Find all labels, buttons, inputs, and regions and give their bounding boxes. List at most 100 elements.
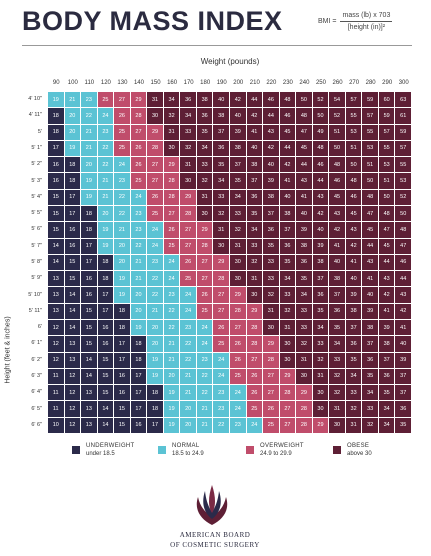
bmi-cell: 15: [114, 401, 131, 418]
bmi-cell: 20: [64, 108, 82, 125]
bmi-cell: 38: [196, 92, 214, 109]
weight-tick-label: 230: [282, 80, 293, 86]
bmi-cell: 22: [163, 320, 181, 337]
bmi-cell: 39: [345, 287, 363, 304]
bmi-cell: 41: [362, 271, 379, 288]
bmi-cell: 33: [180, 124, 197, 141]
bmi-cell: 48: [329, 157, 346, 174]
bmi-cell: 13: [64, 336, 82, 353]
bmi-cell: 35: [279, 254, 297, 272]
bmi-cell: 36: [196, 108, 214, 125]
bmi-cell: 12: [64, 417, 82, 434]
bmi-cell: 46: [345, 189, 363, 206]
bmi-cell: 22: [196, 368, 214, 386]
bmi-cell: 59: [362, 92, 379, 109]
bmi-cell: 53: [378, 157, 396, 174]
bmi-cell: 24: [196, 320, 214, 337]
weight-tick-label: 300: [398, 80, 409, 86]
weight-tick-label: 150: [150, 80, 161, 86]
bmi-cell: 24: [213, 352, 230, 369]
bmi-cell: 28: [296, 417, 313, 434]
bmi-cell: 22: [213, 417, 230, 434]
bmi-cell: 55: [362, 124, 379, 141]
bmi-cell: 42: [312, 206, 330, 223]
bmi-cell: 15: [64, 254, 82, 272]
bmi-cell: 27: [263, 385, 280, 402]
bmi-cell: 17: [97, 287, 115, 304]
bmi-cell: 38: [329, 271, 346, 288]
bmi-cell: 57: [395, 140, 412, 158]
bmi-cell: 18: [147, 385, 164, 402]
legend-item-underweight: UNDERWEIGHT under 18.5: [72, 442, 135, 458]
bmi-cell: 23: [196, 352, 214, 369]
bmi-cell: 31: [312, 368, 330, 386]
bmi-cell: 18: [97, 271, 115, 288]
bmi-heatmap: 19 21 23 25 27 29 31 34 36 38 40 42 44 46 48 50 52 54 57 59…: [48, 92, 412, 434]
bmi-cell: 32: [296, 336, 313, 353]
bmi-cell: 48: [296, 108, 313, 125]
weight-tick-label: 270: [349, 80, 360, 86]
bmi-cell: 12: [64, 385, 82, 402]
bmi-cell: 61: [395, 108, 412, 125]
bmi-cell: 40: [329, 254, 346, 272]
bmi-cell: 33: [213, 189, 230, 206]
bmi-cell: 23: [180, 320, 197, 337]
bmi-cell: 34: [180, 108, 197, 125]
bmi-cell: 37: [263, 206, 280, 223]
bmi-cell: 44: [395, 271, 412, 288]
bmi-cell: 26: [130, 140, 148, 158]
bmi-cell: 42: [345, 238, 363, 255]
height-tick-label: 5' 3": [31, 177, 42, 184]
bmi-cell: 21: [81, 124, 98, 141]
bmi-cell: 24: [180, 287, 197, 304]
bmi-cell: 17: [114, 336, 131, 353]
bmi-cell: 33: [362, 401, 379, 418]
bmi-cell: 32: [279, 303, 297, 320]
bmi-cell: 37: [345, 320, 363, 337]
bmi-cell: 41: [296, 189, 313, 206]
bmi-cell: 19: [48, 92, 65, 109]
height-tick-label: 5' 2": [31, 161, 42, 168]
bmi-cell: 37: [213, 124, 230, 141]
bmi-cell: 16: [48, 157, 65, 174]
bmi-cell: 32: [246, 254, 264, 272]
legend-category-range: under 18.5: [86, 451, 115, 457]
bmi-cell: 23: [163, 287, 181, 304]
bmi-cell: 43: [362, 254, 379, 272]
bmi-cell: 34: [312, 320, 330, 337]
bmi-cell: 28: [163, 173, 181, 190]
bmi-cell: 27: [196, 271, 214, 288]
bmi-cell: 24: [246, 417, 264, 434]
bmi-cell: 51: [329, 124, 346, 141]
legend-category-name: NORMAL: [172, 443, 200, 449]
bmi-cell: 33: [263, 271, 280, 288]
bmi-cell: 43: [312, 189, 330, 206]
bmi-cell: 29: [130, 92, 148, 109]
weight-tick-label: 170: [183, 80, 194, 86]
bmi-cell: 34: [246, 222, 264, 239]
bmi-cell: 36: [279, 238, 297, 255]
bmi-cell: 43: [345, 222, 363, 239]
bmi-cell: 30: [230, 271, 247, 288]
bmi-cell: 42: [230, 92, 247, 109]
formula-fraction: mass (lb) x 703 [height (in)]²: [340, 12, 393, 31]
height-tick-label: 6' 4": [31, 389, 42, 396]
y-axis-label: Height (feet & inches): [4, 316, 12, 384]
bmi-cell: 13: [81, 417, 98, 434]
bmi-cell: 33: [296, 303, 313, 320]
bmi-cell: 40: [345, 271, 363, 288]
bmi-cell: 40: [263, 157, 280, 174]
bmi-cell: 22: [147, 287, 164, 304]
bmi-cell: 29: [279, 368, 297, 386]
bmi-cell: 33: [312, 336, 330, 353]
bmi-cell: 49: [312, 124, 330, 141]
bmi-cell: 13: [81, 401, 98, 418]
bmi-cell: 32: [180, 140, 197, 158]
bmi-cell: 25: [130, 173, 148, 190]
bmi-cell: 24: [147, 222, 164, 239]
height-tick-label: 5' 1": [31, 145, 42, 151]
bmi-cell: 52: [395, 189, 412, 206]
bmi-cell: 15: [81, 320, 98, 337]
bmi-cell: 40: [296, 206, 313, 223]
bmi-cell: 36: [296, 254, 313, 272]
